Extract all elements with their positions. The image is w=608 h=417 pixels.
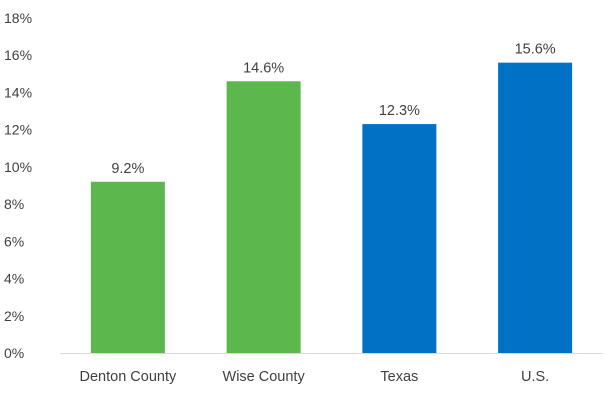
x-axis-category-labels: Denton County Wise County Texas U.S. <box>80 369 550 385</box>
bar <box>498 62 573 354</box>
x-category-label: Denton County <box>80 369 177 385</box>
data-label: 15.6% <box>515 42 556 58</box>
bars-group <box>90 62 573 354</box>
y-axis-tick-labels: 0% 2% 4% 6% 8% 10% 12% 14% 16% 18% <box>4 10 32 361</box>
y-tick-label: 10% <box>4 159 32 175</box>
bar <box>90 181 165 353</box>
y-tick-label: 18% <box>4 10 32 26</box>
data-label: 12.3% <box>379 103 420 119</box>
x-category-label: U.S. <box>521 369 549 385</box>
data-labels-group: 9.2% 14.6% 12.3% 15.6% <box>111 42 555 177</box>
y-tick-label: 0% <box>4 345 24 361</box>
y-tick-label: 12% <box>4 122 32 138</box>
y-tick-label: 6% <box>4 233 24 249</box>
bar <box>362 124 437 353</box>
y-tick-label: 2% <box>4 308 24 324</box>
y-tick-label: 16% <box>4 47 32 63</box>
x-category-label: Texas <box>380 369 418 385</box>
bar <box>226 81 301 354</box>
data-label: 14.6% <box>243 60 284 76</box>
y-tick-label: 4% <box>4 271 24 287</box>
y-tick-label: 14% <box>4 84 32 100</box>
data-label: 9.2% <box>111 161 144 177</box>
y-tick-label: 8% <box>4 196 24 212</box>
x-category-label: Wise County <box>223 369 306 385</box>
